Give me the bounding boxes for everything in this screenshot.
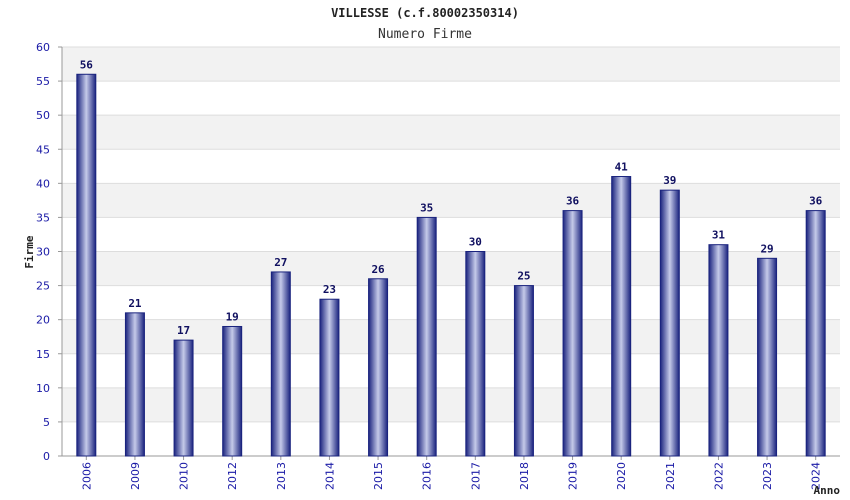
- x-tick-label: 2023: [761, 462, 774, 490]
- data-label-2012: 19: [226, 310, 239, 323]
- x-tick-label: 2006: [80, 462, 93, 490]
- bar-2020: [611, 176, 632, 457]
- y-tick-label: 55: [36, 75, 50, 88]
- data-label-2016: 35: [420, 201, 433, 214]
- x-tick-label: 2022: [712, 462, 725, 490]
- y-tick-label: 45: [36, 143, 50, 156]
- x-axis-label: Anno: [814, 484, 841, 497]
- data-label-2018: 25: [517, 270, 530, 283]
- data-label-2019: 36: [566, 195, 580, 208]
- x-tick-label: 2017: [469, 462, 482, 490]
- y-tick-label: 35: [36, 211, 50, 224]
- x-tick-label: 2015: [372, 462, 385, 490]
- y-tick-label: 60: [36, 41, 50, 54]
- x-tick-label: 2010: [178, 462, 191, 490]
- bar-2019: [562, 210, 583, 457]
- bar-2014: [319, 298, 340, 457]
- bar-2023: [757, 257, 778, 457]
- bar-2022: [708, 244, 729, 457]
- data-label-2009: 21: [128, 297, 142, 310]
- bar-2017: [465, 251, 486, 457]
- bar-2010: [173, 339, 194, 457]
- x-tick-label: 2018: [518, 462, 531, 490]
- data-label-2020: 41: [615, 161, 629, 174]
- data-label-2021: 39: [663, 174, 676, 187]
- bar-2006: [76, 73, 97, 457]
- bar-2013: [270, 271, 291, 457]
- data-label-2023: 29: [760, 242, 773, 255]
- data-label-2006: 56: [80, 58, 94, 71]
- data-label-2015: 26: [371, 263, 385, 276]
- x-tick-label: 2020: [615, 462, 628, 490]
- y-tick-label: 0: [43, 450, 50, 463]
- grid-band: [62, 47, 840, 82]
- bar-2016: [416, 216, 437, 457]
- x-tick-label: 2024: [810, 462, 823, 490]
- y-tick-label: 30: [36, 246, 50, 259]
- data-label-2014: 23: [323, 283, 336, 296]
- y-tick-label: 20: [36, 314, 50, 327]
- x-tick-label: 2021: [664, 462, 677, 490]
- y-tick-labels: 0 5 10 15 20 25 30 35 40 45 50 55 60: [36, 41, 50, 463]
- data-labels: 56 21 17 19 27 23 26 35 30 25 36 41 39 31 29 36: [80, 58, 823, 337]
- y-tick-label: 25: [36, 280, 50, 293]
- y-tick-label: 10: [36, 382, 50, 395]
- chart-title: VILLESSE (c.f.80002350314): [331, 6, 519, 20]
- bars: [76, 73, 826, 457]
- x-tick-label: 2009: [129, 462, 142, 490]
- y-axis-label: Firme: [23, 235, 36, 268]
- y-tick-label: 40: [36, 177, 50, 190]
- data-label-2013: 27: [274, 256, 287, 269]
- bar-2009: [124, 312, 145, 457]
- bar-2018: [513, 285, 534, 457]
- chart-subtitle: Numero Firme: [378, 27, 472, 42]
- x-tick-label: 2016: [421, 462, 434, 490]
- x-tick-label: 2013: [275, 462, 288, 490]
- x-tick-label: 2019: [567, 462, 580, 490]
- bar-2024: [805, 210, 826, 457]
- bar-2015: [368, 278, 389, 457]
- bar-2012: [222, 325, 243, 457]
- y-tick-label: 15: [36, 348, 50, 361]
- bar-2021: [659, 189, 680, 457]
- data-label-2017: 30: [469, 236, 482, 249]
- grid-band: [62, 183, 840, 218]
- x-tick-label: 2012: [226, 462, 239, 490]
- data-label-2024: 36: [809, 195, 823, 208]
- grid-band: [62, 115, 840, 150]
- x-tick-labels: 2006 2009 2010 2012 2013 2014 2015 2016 2017 2018…: [80, 462, 822, 490]
- y-tick-label: 50: [36, 109, 50, 122]
- y-tick-label: 5: [43, 416, 50, 429]
- data-label-2022: 31: [712, 229, 726, 242]
- data-label-2010: 17: [177, 324, 190, 337]
- x-tick-label: 2014: [323, 462, 336, 490]
